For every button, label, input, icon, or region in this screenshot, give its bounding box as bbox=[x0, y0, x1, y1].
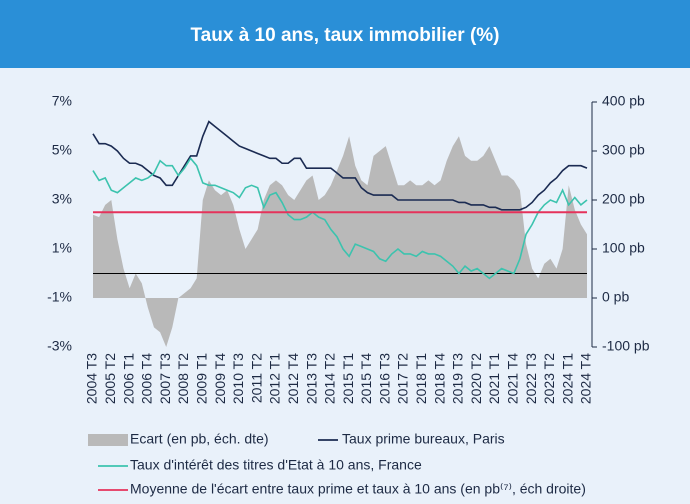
y2-tick-label: 300 pb bbox=[602, 142, 645, 158]
x-tick-label: 2018 T1 bbox=[413, 353, 429, 404]
x-tick-label: 2023 T2 bbox=[541, 353, 557, 404]
x-tick-label: 2011 T2 bbox=[248, 353, 264, 403]
x-tick-label: 2024 T4 bbox=[578, 353, 594, 404]
y2-tick-label: 400 pb bbox=[602, 93, 645, 109]
x-tick-label: 2017 T2 bbox=[395, 353, 411, 404]
x-tick-label: 2010 T3 bbox=[230, 353, 246, 404]
legend-swatch bbox=[88, 434, 128, 446]
x-tick-label: 2018 T4 bbox=[431, 353, 447, 404]
x-tick-label: 2015 T4 bbox=[358, 353, 374, 404]
y-tick-label: -3% bbox=[47, 338, 72, 354]
legend-label: Ecart (en pb, éch. dte) bbox=[130, 431, 269, 447]
y2-tick-label: 200 pb bbox=[602, 191, 645, 207]
x-tick-label: 2006 T4 bbox=[139, 353, 155, 404]
y2-tick-label: 0 pb bbox=[602, 289, 629, 305]
x-tick-label: 2006 T1 bbox=[120, 353, 136, 404]
x-tick-label: 2019 T3 bbox=[450, 353, 466, 404]
y-tick-label: 3% bbox=[52, 191, 72, 207]
x-tick-label: 2016 T3 bbox=[376, 353, 392, 404]
x-tick-label: 2014 T2 bbox=[322, 353, 338, 404]
y2-tick-label: 100 pb bbox=[602, 240, 645, 256]
y-tick-label: 7% bbox=[52, 93, 72, 109]
x-tick-label: 2012 T1 bbox=[267, 353, 283, 404]
x-tick-label: 2015 T1 bbox=[340, 353, 356, 404]
x-tick-label: 2009 T1 bbox=[193, 353, 209, 404]
x-tick-label: 2009 T4 bbox=[212, 353, 228, 404]
x-tick-label: 2007 T3 bbox=[157, 353, 173, 404]
y-tick-label: 1% bbox=[52, 240, 72, 256]
x-tick-label: 2021 T4 bbox=[505, 353, 521, 404]
header-band bbox=[0, 0, 690, 68]
x-tick-label: 2020 T2 bbox=[468, 353, 484, 404]
line bbox=[92, 120, 588, 211]
y2-tick-label: -100 pb bbox=[602, 338, 650, 354]
legend-label: Moyenne de l'écart entre taux prime et t… bbox=[130, 481, 586, 497]
chart-title: Taux à 10 ans, taux immobilier (%) bbox=[190, 25, 499, 46]
y-tick-label: -1% bbox=[47, 289, 72, 305]
x-tick-label: 2024 T1 bbox=[559, 353, 575, 404]
x-tick-label: 2005 T2 bbox=[102, 353, 118, 404]
legend-label: Taux prime bureaux, Paris bbox=[342, 431, 505, 447]
x-tick-label: 2008 T2 bbox=[175, 353, 191, 404]
x-tick-label: 2021 T1 bbox=[486, 353, 502, 404]
y-tick-label: 5% bbox=[52, 142, 72, 158]
x-tick-label: 2022 T3 bbox=[523, 353, 539, 404]
legend-label: Taux d'intérêt des titres d'Etat à 10 an… bbox=[130, 457, 422, 473]
line bbox=[92, 156, 588, 280]
x-tick-label: 2004 T3 bbox=[84, 353, 100, 404]
x-tick-label: 2013 T3 bbox=[303, 353, 319, 404]
x-tick-label: 2012 T4 bbox=[285, 353, 301, 404]
